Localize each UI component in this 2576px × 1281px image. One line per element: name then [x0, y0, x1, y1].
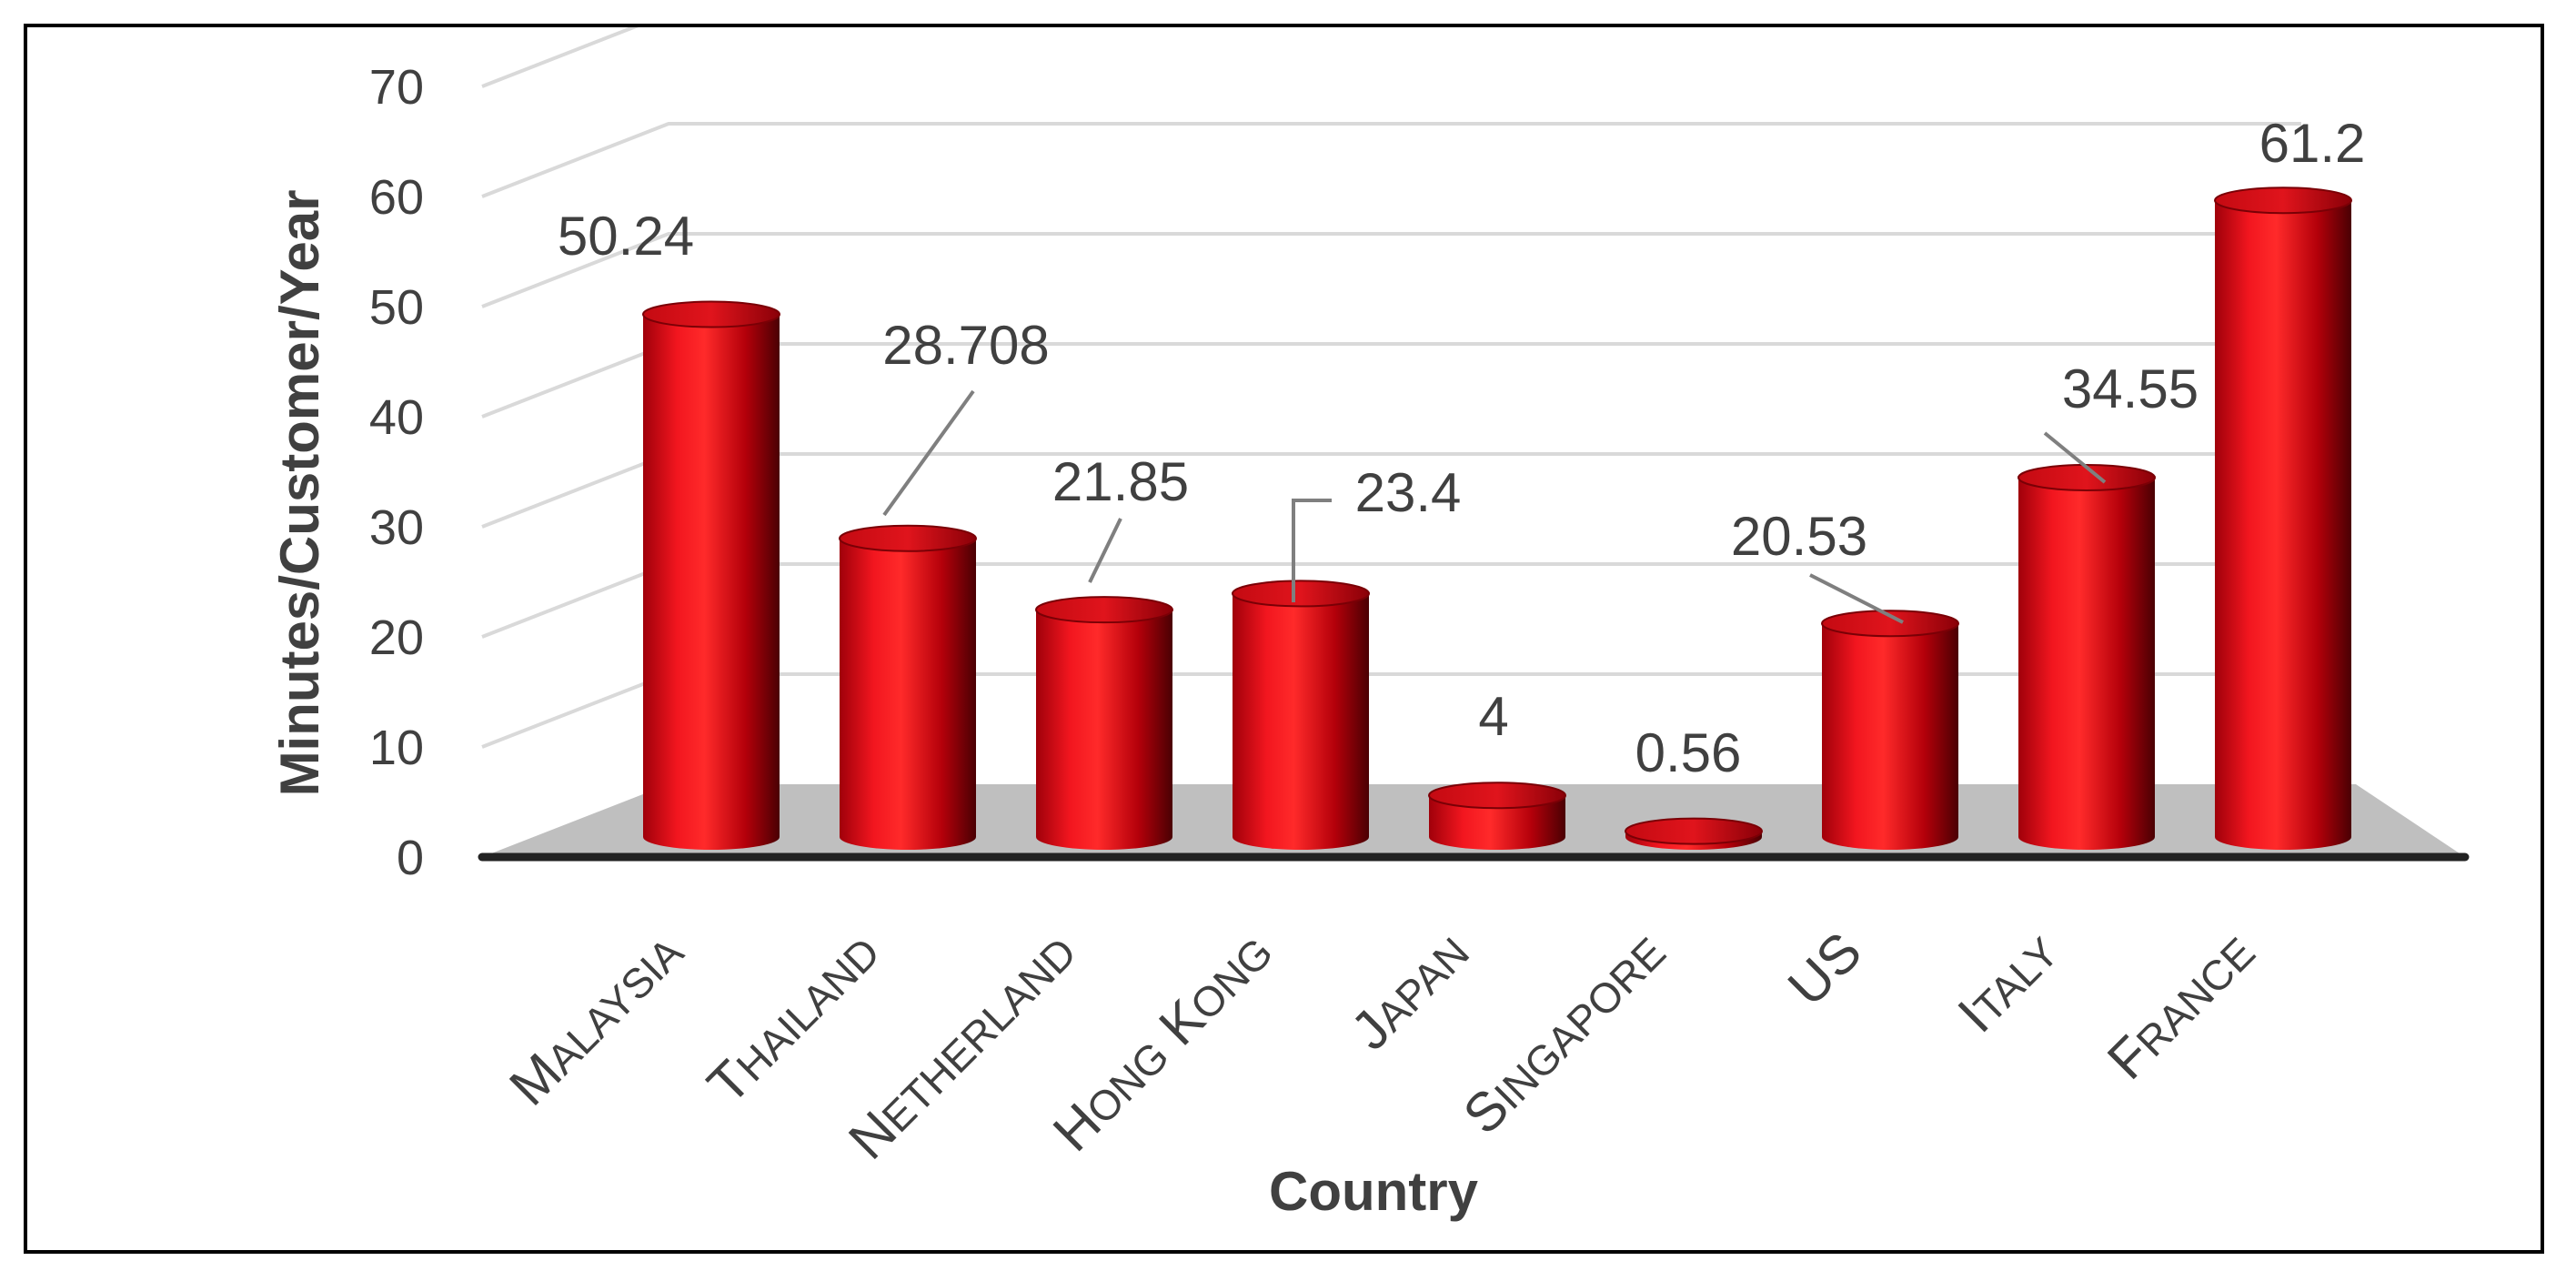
bar-hong-kong [1232, 580, 1370, 850]
bar-cap [1625, 817, 1763, 845]
data-label: 20.53 [1731, 506, 1867, 567]
bars [642, 187, 2352, 850]
bar-singapore [1625, 817, 1763, 850]
data-label: 61.2 [2259, 113, 2366, 174]
leader-line [1292, 499, 1332, 602]
data-label: 0.56 [1635, 722, 1742, 783]
bar-us [1821, 610, 1959, 850]
bar-body [2018, 477, 2155, 850]
bar-thailand [839, 524, 977, 850]
bar-cap [2214, 187, 2352, 215]
y-tick-label: 30 [369, 500, 424, 555]
bar-body [643, 314, 780, 850]
leader-line [1809, 573, 1904, 624]
bar-cap [1428, 782, 1566, 810]
data-label: 28.708 [882, 315, 1050, 376]
y-tick-label: 20 [369, 610, 424, 665]
bar-chart: 0 10 20 30 40 50 60 70 50.24 28.708 21.85 23.4 4 0.5… [269, 27, 2470, 1222]
data-label: 50.24 [558, 206, 694, 267]
bar-cap [2018, 463, 2156, 491]
data-labels: 50.24 28.708 21.85 23.4 4 0.56 20.53 34.55 61.2 [558, 113, 2365, 783]
y-tick-label: 70 [369, 60, 424, 115]
bar-body [1822, 623, 1958, 850]
y-tick-label: 10 [369, 721, 424, 775]
bar-japan [1428, 782, 1566, 850]
y-tick-label: 60 [369, 170, 424, 225]
data-label: 34.55 [2062, 358, 2199, 419]
y-axis-ticks: 0 10 20 30 40 50 60 70 [369, 60, 424, 885]
bar-body [840, 538, 976, 850]
x-axis-title: Country [1269, 1161, 1479, 1222]
bar-cap [1821, 610, 1959, 638]
y-tick-label: 40 [369, 390, 424, 445]
data-label: 21.85 [1052, 451, 1189, 512]
data-label: 23.4 [1355, 462, 1462, 523]
bar-body [1429, 795, 1565, 850]
bar-body [1036, 610, 1172, 850]
x-tick-label: SINGAPORE [1452, 921, 1676, 1145]
bar-netherland [1035, 596, 1173, 850]
bar-malaysia [642, 300, 780, 850]
bar-cap [1232, 580, 1370, 608]
leader-line [1088, 518, 1122, 583]
bar-italy [2018, 463, 2156, 850]
x-tick-label: JAPAN [1339, 921, 1480, 1062]
y-tick-label: 50 [369, 280, 424, 335]
x-tick-label: MALAYSIA [498, 921, 694, 1117]
grid-line [481, 122, 2301, 198]
bar-france [2214, 187, 2352, 850]
leader-line [882, 389, 975, 517]
bar-cap [1035, 596, 1173, 624]
x-tick-label: US [1776, 921, 1873, 1017]
leader-line [2043, 431, 2107, 484]
bar-cap [642, 300, 780, 328]
bar-body [2215, 200, 2351, 850]
x-tick-label: ITALY [1947, 921, 2070, 1044]
x-tick-label: THAILAND [696, 921, 891, 1115]
bar-body [1233, 593, 1369, 850]
y-tick-label: 0 [397, 831, 424, 885]
data-label: 4 [1478, 686, 1508, 747]
x-tick-label: FRANCE [2096, 921, 2266, 1091]
y-axis-title: Minutes/Customer/Year [269, 190, 330, 797]
grid-line [481, 232, 2301, 308]
chart-frame: 0 10 20 30 40 50 60 70 50.24 28.708 21.85 23.4 4 0.5… [24, 24, 2544, 1254]
grid-line [481, 27, 639, 88]
bar-cap [839, 524, 977, 552]
